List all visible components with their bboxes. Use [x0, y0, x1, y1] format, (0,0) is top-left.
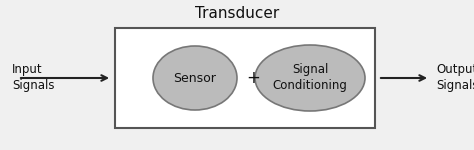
Ellipse shape	[153, 46, 237, 110]
Text: +: +	[246, 69, 260, 87]
Text: Signal
Conditioning: Signal Conditioning	[273, 63, 347, 93]
Text: Transducer: Transducer	[195, 6, 279, 21]
Ellipse shape	[255, 45, 365, 111]
Text: Input
Signals: Input Signals	[12, 63, 55, 93]
Text: Output
Signals: Output Signals	[436, 63, 474, 93]
FancyBboxPatch shape	[115, 28, 375, 128]
Text: Sensor: Sensor	[173, 72, 217, 84]
